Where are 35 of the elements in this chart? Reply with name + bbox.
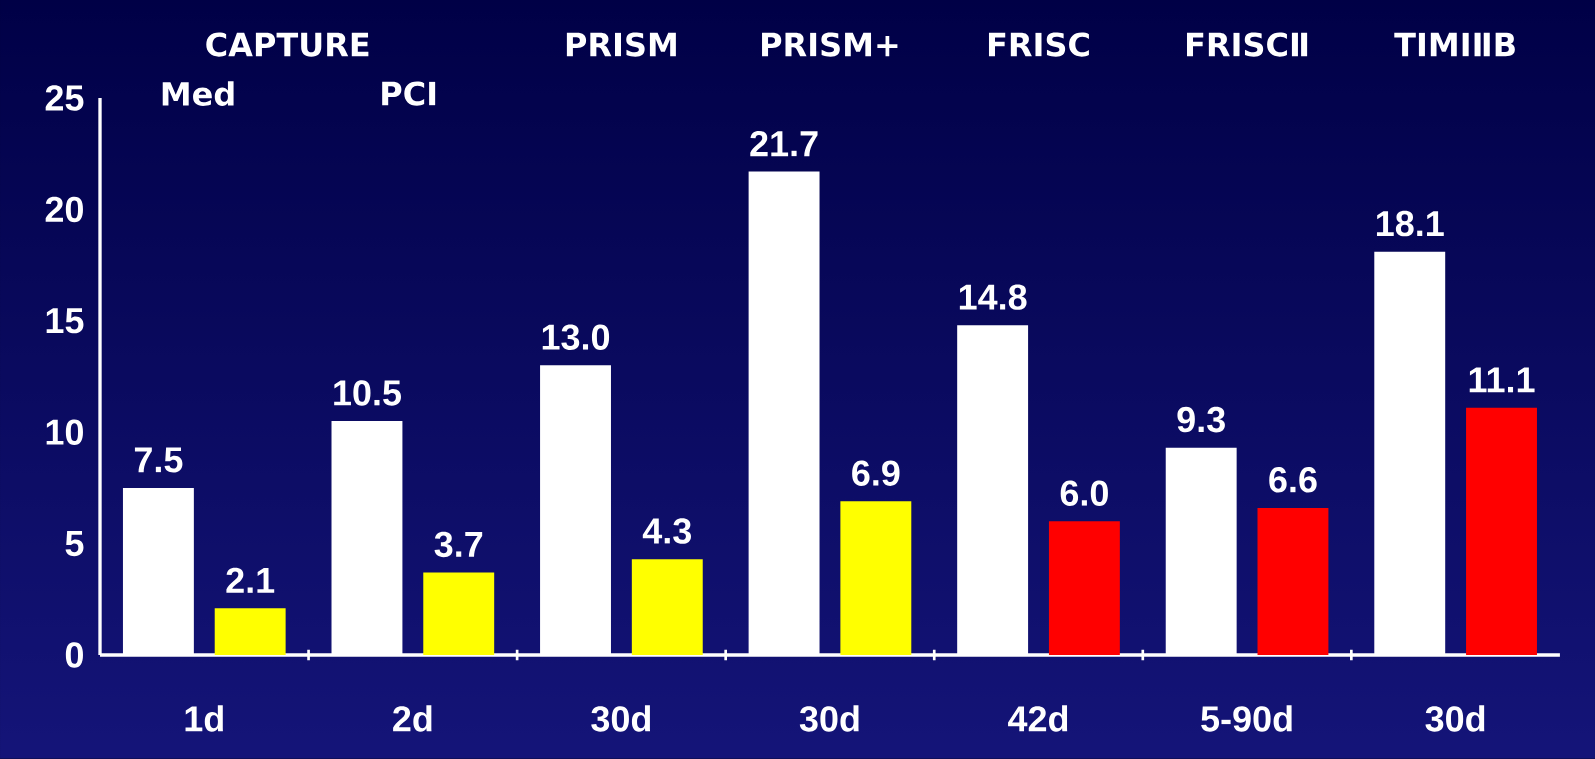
data-label: 21.7 xyxy=(750,131,818,157)
x-tick-label: 2d xyxy=(393,705,432,732)
text: PRISM+ xyxy=(762,32,898,57)
data-label: 2.1 xyxy=(226,567,275,593)
text: CAPTURE xyxy=(206,32,369,57)
x-tick-label: 42d xyxy=(1008,705,1068,732)
data-label: 9.3 xyxy=(1177,406,1225,433)
y-tick-label: 10 xyxy=(46,419,83,445)
data-label: 4.3 xyxy=(642,518,691,544)
annotation: PCI xyxy=(382,81,436,106)
data-label: 7.5 xyxy=(134,447,183,473)
data-label: 6.9 xyxy=(852,460,900,486)
x-tick-label: 1d xyxy=(185,705,223,732)
data-label: 6.0 xyxy=(1060,480,1108,506)
data-label: 18.1 xyxy=(1376,210,1444,237)
data-label: 3.7 xyxy=(434,531,483,558)
y-tick-label: 15 xyxy=(46,308,84,334)
data-label: 13.0 xyxy=(542,324,610,350)
data-label: 11.1 xyxy=(1469,367,1535,393)
x-tick-label: 5-90d xyxy=(1201,705,1292,732)
text: FRISC xyxy=(988,32,1089,57)
x-tick-label: 30d xyxy=(799,705,859,732)
annotation: Med xyxy=(162,81,234,106)
text: FRISCⅡ xyxy=(1186,32,1308,57)
data-label: 10.5 xyxy=(334,380,401,406)
text: PRISM xyxy=(566,32,676,57)
x-tick-label: 30d xyxy=(1425,705,1485,732)
y-tick-label: 25 xyxy=(45,85,84,111)
data-label: 14.8 xyxy=(959,284,1027,310)
y-tick-label: 0 xyxy=(65,642,83,668)
y-tick-label: 20 xyxy=(45,196,83,223)
y-tick-label: 5 xyxy=(65,531,84,557)
x-tick-label: 30d xyxy=(591,705,651,732)
data-label: 6.6 xyxy=(1269,467,1317,493)
text: TIMIⅡB xyxy=(1394,32,1515,57)
